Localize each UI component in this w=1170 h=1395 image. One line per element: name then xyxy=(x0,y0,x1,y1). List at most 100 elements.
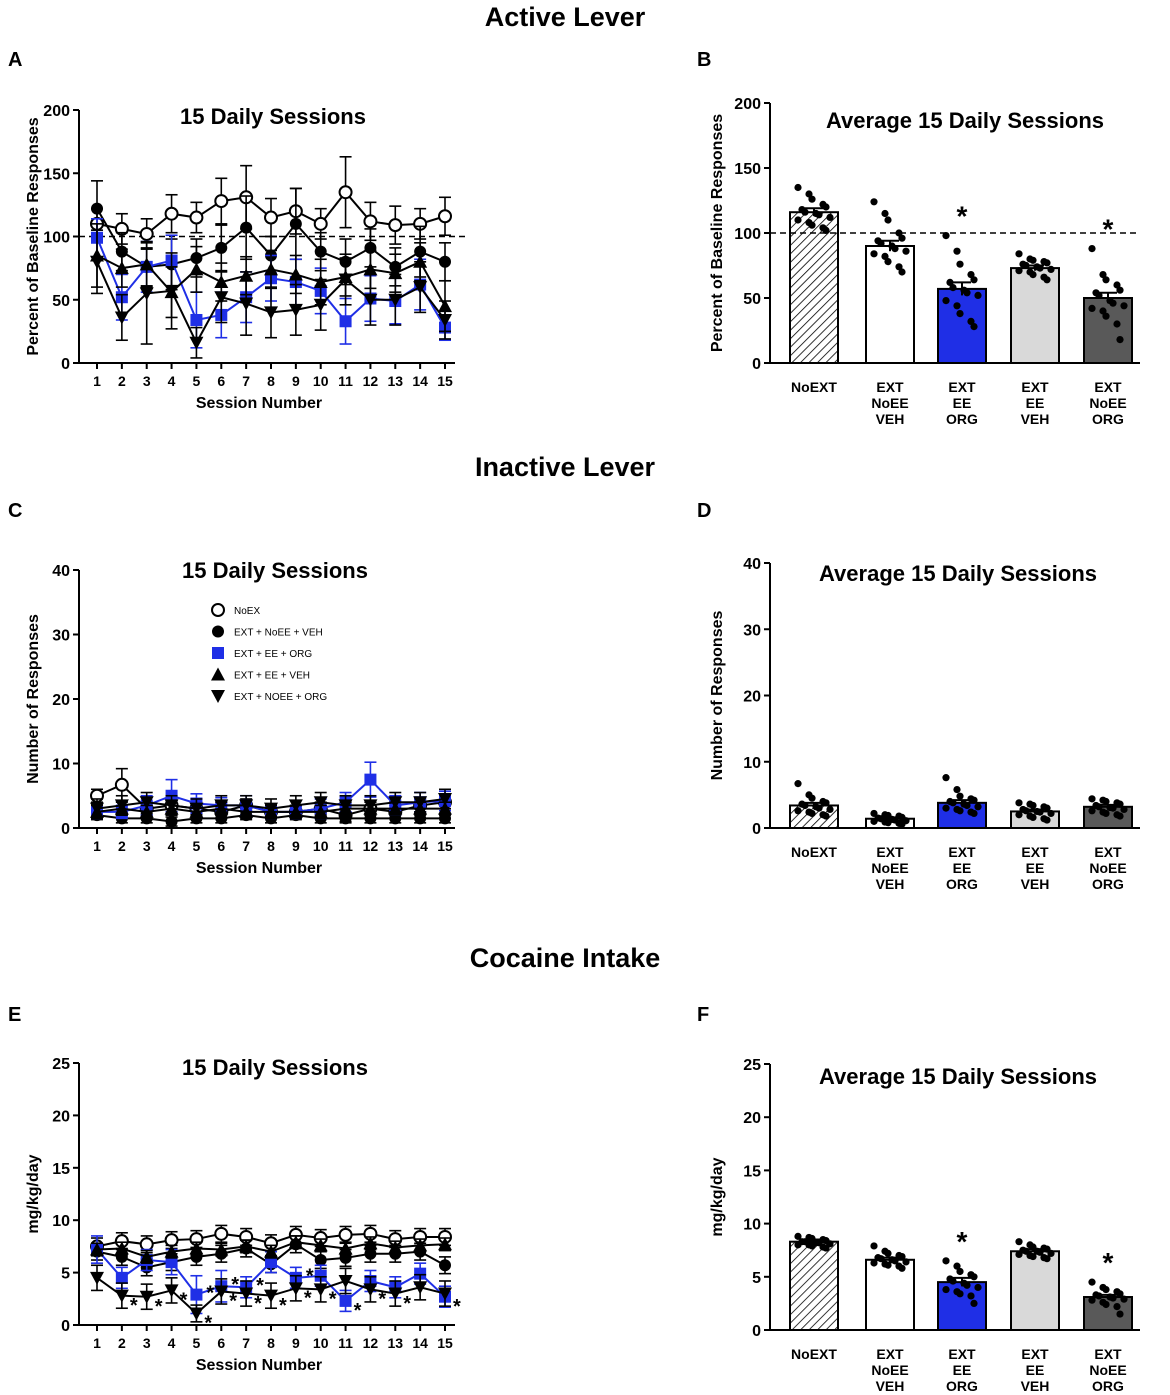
individual-point xyxy=(963,289,971,297)
y-tick-label: 150 xyxy=(43,166,70,183)
section-title-cocaine-intake: Cocaine Intake xyxy=(470,943,661,973)
x-tick-label: 2 xyxy=(118,1335,126,1351)
y-tick-label: 0 xyxy=(752,356,761,373)
data-point-triangle-up xyxy=(139,1249,154,1263)
legend: NoEX EXT + NoEE + VEH EXT + EE + ORG EXT + … xyxy=(211,603,327,703)
data-point-open-circle xyxy=(438,209,452,224)
individual-point xyxy=(1015,811,1023,819)
data-point-triangle-up xyxy=(338,1241,353,1255)
data-point-triangle-down xyxy=(363,1283,378,1297)
individual-point xyxy=(942,774,950,782)
individual-point xyxy=(826,213,834,221)
individual-point xyxy=(942,1285,950,1294)
data-point-circle xyxy=(364,1247,377,1260)
data-point-triangle-up xyxy=(363,1236,378,1250)
data-point-square xyxy=(314,1269,327,1282)
individual-point xyxy=(1088,1296,1096,1304)
bar-4 xyxy=(1010,1250,1060,1332)
individual-point xyxy=(1047,265,1055,273)
individual-point xyxy=(1088,1278,1096,1286)
y-tick-label: 20 xyxy=(52,692,70,709)
individual-point xyxy=(963,1281,971,1289)
significance-star: * xyxy=(231,1274,239,1296)
data-point-triangle-down xyxy=(90,1271,104,1285)
data-point-triangle-down xyxy=(338,273,353,287)
y-tick-label: 5 xyxy=(752,1270,761,1287)
bar-1 xyxy=(789,1240,839,1331)
data-point-circle xyxy=(314,1254,327,1267)
data-point-open-circle xyxy=(164,1233,179,1248)
category-label: VEH xyxy=(876,411,905,427)
category-label: EXT xyxy=(948,1346,976,1362)
data-point-triangle-down xyxy=(189,802,204,816)
individual-point xyxy=(1116,1290,1124,1298)
individual-point xyxy=(1036,1248,1044,1256)
individual-point xyxy=(1102,1300,1110,1309)
individual-point xyxy=(884,258,892,266)
individual-point xyxy=(801,208,809,216)
category-label: VEH xyxy=(1021,411,1050,427)
x-axis-label: Session Number xyxy=(196,860,322,877)
legend-label: EXT + EE + VEH xyxy=(234,671,310,682)
data-point-triangle-down xyxy=(338,1274,353,1288)
individual-point xyxy=(870,817,878,825)
data-point-triangle-down xyxy=(313,1283,328,1297)
panel-letter: B xyxy=(697,49,711,71)
data-point-triangle-down xyxy=(214,291,229,305)
x-tick-label: 8 xyxy=(267,1335,275,1351)
individual-point xyxy=(1102,276,1110,284)
data-point-triangle-down xyxy=(114,1289,129,1303)
data-point-open-circle xyxy=(214,1226,229,1241)
individual-point xyxy=(1102,797,1110,806)
x-tick-label: 14 xyxy=(412,1335,428,1351)
data-point-square xyxy=(339,315,352,328)
x-tick-label: 10 xyxy=(313,838,329,854)
significance-star: * xyxy=(403,1293,411,1315)
data-point-triangle-down xyxy=(90,802,104,816)
individual-point xyxy=(870,1242,878,1250)
individual-point xyxy=(956,807,964,815)
individual-point xyxy=(1099,307,1107,315)
x-tick-label: 14 xyxy=(412,373,428,389)
data-point-triangle-down xyxy=(239,799,254,813)
individual-point xyxy=(870,250,878,258)
y-tick-label: 0 xyxy=(61,821,70,838)
data-point-triangle-up xyxy=(114,261,129,275)
y-tick-label: 10 xyxy=(743,755,761,772)
individual-point xyxy=(884,1249,892,1257)
x-tick-label: 11 xyxy=(338,1335,353,1351)
individual-point xyxy=(970,1299,978,1307)
data-point-open-circle xyxy=(363,214,378,229)
y-tick-label: 20 xyxy=(743,1110,761,1127)
chart-title: Average 15 Daily Sessions xyxy=(826,108,1104,133)
significance-star: * xyxy=(306,1266,314,1288)
y-tick-label: 40 xyxy=(52,563,70,580)
data-point-triangle-down xyxy=(288,1282,303,1296)
data-point-triangle-up xyxy=(288,1235,303,1249)
data-point-circle xyxy=(289,217,302,230)
individual-point xyxy=(967,271,975,279)
y-tick-label: 30 xyxy=(52,628,70,645)
individual-point xyxy=(826,805,834,814)
category-label: VEH xyxy=(876,876,905,892)
y-tick-label: 15 xyxy=(52,1161,70,1178)
significance-star: * xyxy=(130,1295,138,1317)
data-point-square xyxy=(414,1267,427,1280)
individual-point xyxy=(1088,245,1096,253)
x-tick-label: 3 xyxy=(143,373,151,389)
significance-star: * xyxy=(254,1293,262,1315)
data-point-triangle-down xyxy=(438,313,452,327)
data-point-square xyxy=(265,1256,277,1269)
data-point-open-circle xyxy=(211,603,225,617)
x-tick-label: 9 xyxy=(292,1335,300,1351)
individual-point xyxy=(970,1273,978,1281)
individual-point xyxy=(970,796,978,804)
data-point-circle xyxy=(91,202,103,215)
y-tick-label: 10 xyxy=(52,1213,70,1230)
data-point-open-circle xyxy=(264,210,278,225)
data-point-triangle-down xyxy=(288,799,303,813)
x-tick-label: 3 xyxy=(143,838,151,854)
individual-point xyxy=(949,284,957,292)
x-tick-label: 4 xyxy=(168,373,176,389)
individual-point xyxy=(967,317,975,325)
